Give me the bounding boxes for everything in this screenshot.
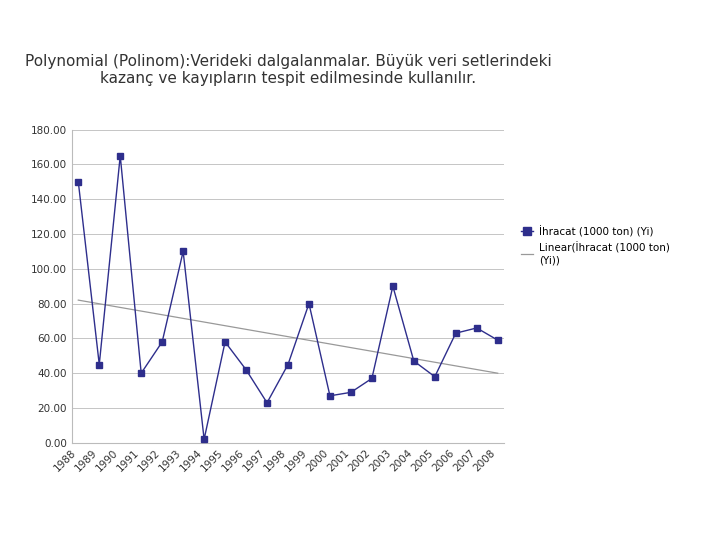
- Text: Polynomial (Polinom):Verideki dalgalanmalar. Büyük veri setlerindeki
kazanç ve k: Polynomial (Polinom):Verideki dalgalanma…: [24, 54, 552, 86]
- Legend: İhracat (1000 ton) (Yi), Linear(İhracat (1000 ton)
(Yi)): İhracat (1000 ton) (Yi), Linear(İhracat …: [518, 222, 672, 268]
